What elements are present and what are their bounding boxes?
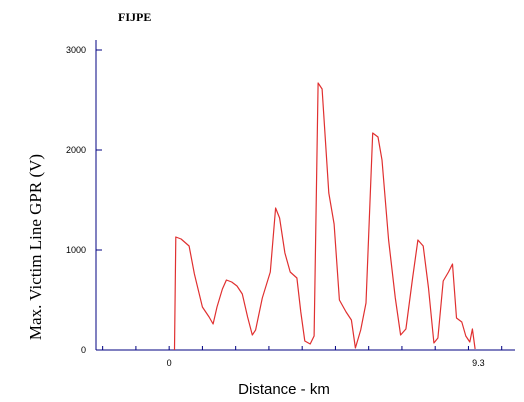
y-tick-label: 1000: [66, 245, 86, 255]
series-line: [173, 82, 476, 351]
y-tick-label: 0: [81, 345, 86, 355]
y-tick-label: 2000: [66, 145, 86, 155]
x-tick-label: 0: [167, 358, 172, 368]
series-layer: [173, 82, 476, 351]
x-ticks: 0 9.3: [102, 346, 503, 368]
chart-title: FIJPE: [118, 10, 151, 24]
x-tick-label: 9.3: [472, 358, 485, 368]
y-ticks: 0 1000 2000 3000: [66, 45, 102, 355]
x-axis-label: Distance - km: [238, 381, 330, 398]
y-tick-label: 3000: [66, 45, 86, 55]
y-axis-label: Max. Victim Line GPR (V): [26, 154, 45, 340]
